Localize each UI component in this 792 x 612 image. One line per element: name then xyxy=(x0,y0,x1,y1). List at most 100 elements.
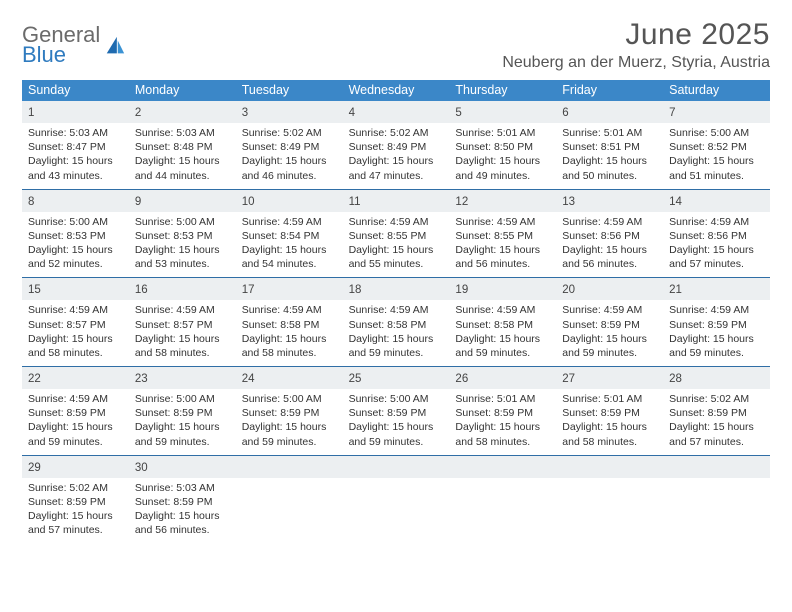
day-number: 25 xyxy=(349,373,362,385)
daylight-line1: Daylight: 15 hours xyxy=(28,420,125,434)
day-number: 10 xyxy=(242,196,255,208)
day-number: 30 xyxy=(135,462,148,474)
day-number: 28 xyxy=(669,373,682,385)
sunrise-line: Sunrise: 4:59 AM xyxy=(349,215,446,229)
daylight-line2: and 49 minutes. xyxy=(455,169,552,183)
day-cell: 26 Sunrise: 5:01 AM Sunset: 8:59 PM Dayl… xyxy=(449,367,556,455)
day-cell: 5 Sunrise: 5:01 AM Sunset: 8:50 PM Dayli… xyxy=(449,101,556,189)
empty-cell xyxy=(663,456,770,544)
day-number: 12 xyxy=(455,196,468,208)
sunrise-line: Sunrise: 5:02 AM xyxy=(242,126,339,140)
dow-tuesday: Tuesday xyxy=(236,80,343,101)
daylight-line1: Daylight: 15 hours xyxy=(28,154,125,168)
dow-wednesday: Wednesday xyxy=(343,80,450,101)
daylight-line2: and 59 minutes. xyxy=(135,435,232,449)
day-cell: 10 Sunrise: 4:59 AM Sunset: 8:54 PM Dayl… xyxy=(236,190,343,278)
daynum-bar: 23 xyxy=(129,367,236,389)
sunrise-line: Sunrise: 5:00 AM xyxy=(135,215,232,229)
day-cell: 23 Sunrise: 5:00 AM Sunset: 8:59 PM Dayl… xyxy=(129,367,236,455)
sunset-line: Sunset: 8:53 PM xyxy=(135,229,232,243)
sunset-line: Sunset: 8:58 PM xyxy=(242,318,339,332)
sunrise-line: Sunrise: 4:59 AM xyxy=(242,215,339,229)
sunset-line: Sunset: 8:55 PM xyxy=(349,229,446,243)
daylight-line1: Daylight: 15 hours xyxy=(28,243,125,257)
day-number xyxy=(562,462,565,474)
day-number: 16 xyxy=(135,284,148,296)
day-cell: 21 Sunrise: 4:59 AM Sunset: 8:59 PM Dayl… xyxy=(663,278,770,366)
dow-sunday: Sunday xyxy=(22,80,129,101)
daylight-line1: Daylight: 15 hours xyxy=(242,154,339,168)
daynum-bar: 15 xyxy=(22,278,129,300)
daynum-bar: 2 xyxy=(129,101,236,123)
daynum-bar: 18 xyxy=(343,278,450,300)
day-cell: 25 Sunrise: 5:00 AM Sunset: 8:59 PM Dayl… xyxy=(343,367,450,455)
daylight-line2: and 58 minutes. xyxy=(242,346,339,360)
daynum-bar: 11 xyxy=(343,190,450,212)
daylight-line2: and 55 minutes. xyxy=(349,257,446,271)
day-cell: 12 Sunrise: 4:59 AM Sunset: 8:55 PM Dayl… xyxy=(449,190,556,278)
sunrise-line: Sunrise: 4:59 AM xyxy=(242,303,339,317)
daylight-line1: Daylight: 15 hours xyxy=(669,420,766,434)
daylight-line2: and 57 minutes. xyxy=(669,435,766,449)
daynum-bar: 25 xyxy=(343,367,450,389)
day-cell: 3 Sunrise: 5:02 AM Sunset: 8:49 PM Dayli… xyxy=(236,101,343,189)
sunset-line: Sunset: 8:56 PM xyxy=(562,229,659,243)
sunrise-line: Sunrise: 5:01 AM xyxy=(562,392,659,406)
day-number: 26 xyxy=(455,373,468,385)
daylight-line1: Daylight: 15 hours xyxy=(349,420,446,434)
daylight-line1: Daylight: 15 hours xyxy=(135,332,232,346)
day-cell: 17 Sunrise: 4:59 AM Sunset: 8:58 PM Dayl… xyxy=(236,278,343,366)
daynum-bar: 8 xyxy=(22,190,129,212)
daylight-line1: Daylight: 15 hours xyxy=(455,332,552,346)
sunset-line: Sunset: 8:57 PM xyxy=(28,318,125,332)
daynum-bar: 1 xyxy=(22,101,129,123)
sunrise-line: Sunrise: 4:59 AM xyxy=(349,303,446,317)
sunrise-line: Sunrise: 5:02 AM xyxy=(28,481,125,495)
sunset-line: Sunset: 8:59 PM xyxy=(455,406,552,420)
sunrise-line: Sunrise: 5:03 AM xyxy=(135,126,232,140)
day-cell: 29 Sunrise: 5:02 AM Sunset: 8:59 PM Dayl… xyxy=(22,456,129,544)
daynum-bar: 9 xyxy=(129,190,236,212)
daylight-line2: and 57 minutes. xyxy=(669,257,766,271)
daynum-bar xyxy=(556,456,663,478)
daylight-line1: Daylight: 15 hours xyxy=(562,332,659,346)
daylight-line1: Daylight: 15 hours xyxy=(669,243,766,257)
daynum-bar: 22 xyxy=(22,367,129,389)
day-number: 18 xyxy=(349,284,362,296)
daylight-line2: and 58 minutes. xyxy=(28,346,125,360)
day-number: 5 xyxy=(455,107,461,119)
sunrise-line: Sunrise: 5:00 AM xyxy=(669,126,766,140)
sunset-line: Sunset: 8:59 PM xyxy=(135,406,232,420)
daylight-line1: Daylight: 15 hours xyxy=(349,332,446,346)
sunrise-line: Sunrise: 5:03 AM xyxy=(28,126,125,140)
daynum-bar: 19 xyxy=(449,278,556,300)
dow-saturday: Saturday xyxy=(663,80,770,101)
day-number: 22 xyxy=(28,373,41,385)
day-cell: 18 Sunrise: 4:59 AM Sunset: 8:58 PM Dayl… xyxy=(343,278,450,366)
daynum-bar: 6 xyxy=(556,101,663,123)
daylight-line1: Daylight: 15 hours xyxy=(135,509,232,523)
sunrise-line: Sunrise: 5:00 AM xyxy=(242,392,339,406)
day-number: 14 xyxy=(669,196,682,208)
sunset-line: Sunset: 8:59 PM xyxy=(669,318,766,332)
day-number xyxy=(242,462,245,474)
sunset-line: Sunset: 8:59 PM xyxy=(135,495,232,509)
sunrise-line: Sunrise: 5:02 AM xyxy=(669,392,766,406)
sunrise-line: Sunrise: 4:59 AM xyxy=(455,215,552,229)
day-cell: 22 Sunrise: 4:59 AM Sunset: 8:59 PM Dayl… xyxy=(22,367,129,455)
day-cell: 19 Sunrise: 4:59 AM Sunset: 8:58 PM Dayl… xyxy=(449,278,556,366)
daylight-line2: and 56 minutes. xyxy=(562,257,659,271)
logo-word2: Blue xyxy=(22,44,100,66)
week-row: 29 Sunrise: 5:02 AM Sunset: 8:59 PM Dayl… xyxy=(22,456,770,544)
day-cell: 27 Sunrise: 5:01 AM Sunset: 8:59 PM Dayl… xyxy=(556,367,663,455)
day-number: 24 xyxy=(242,373,255,385)
day-number: 29 xyxy=(28,462,41,474)
sunrise-line: Sunrise: 5:01 AM xyxy=(455,126,552,140)
daynum-bar: 20 xyxy=(556,278,663,300)
page: General Blue June 2025 Neuberg an der Mu… xyxy=(0,0,792,543)
sunrise-line: Sunrise: 4:59 AM xyxy=(28,392,125,406)
daylight-line2: and 59 minutes. xyxy=(455,346,552,360)
daynum-bar xyxy=(236,456,343,478)
daylight-line2: and 51 minutes. xyxy=(669,169,766,183)
daylight-line2: and 58 minutes. xyxy=(135,346,232,360)
